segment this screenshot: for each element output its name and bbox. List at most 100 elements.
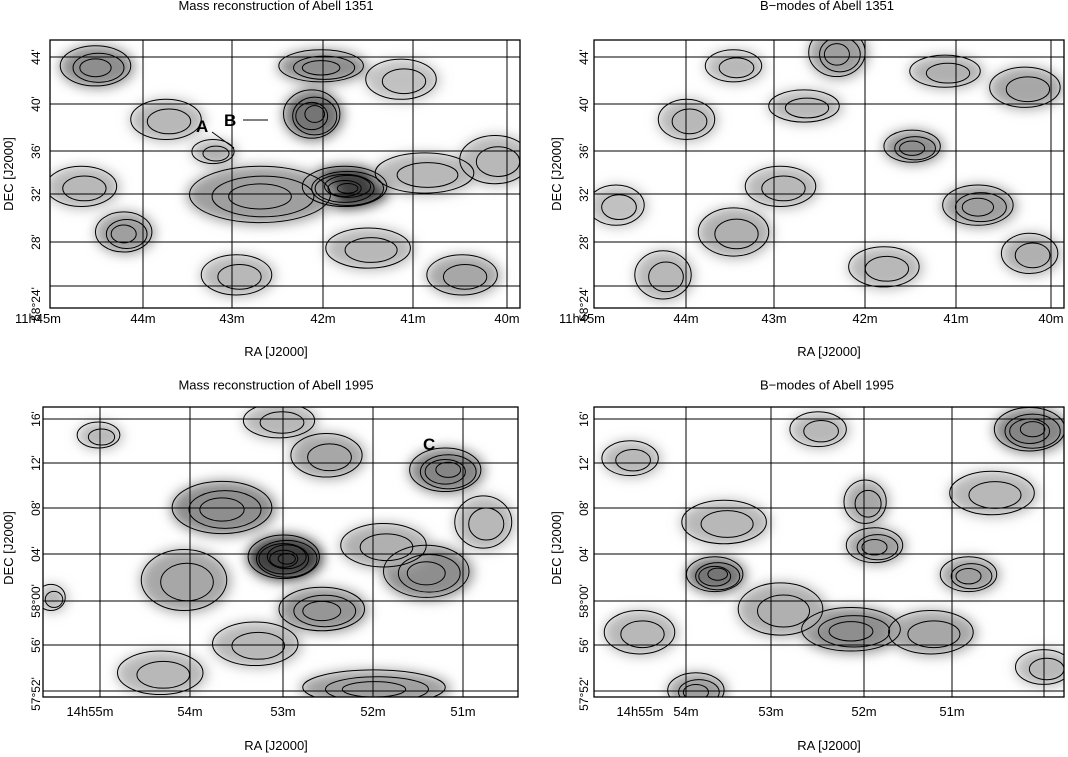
contour-line: [424, 459, 466, 485]
density-peak: [277, 586, 369, 634]
x-tick-label: 11h45m: [15, 311, 61, 326]
y-tick-label: 36': [29, 143, 43, 159]
contour-line: [43, 583, 66, 611]
contour-line: [955, 567, 982, 585]
contour-line: [426, 254, 498, 296]
y-axis-label: DEC [J2000]: [1, 137, 16, 211]
contour-line: [302, 669, 446, 697]
contour-line: [1000, 232, 1059, 274]
contour-line: [211, 175, 315, 218]
contour-line: [1004, 413, 1061, 449]
contour-line: [698, 565, 732, 587]
contour-line: [344, 237, 398, 263]
density-peak: [808, 40, 869, 80]
contour-line: [117, 650, 204, 696]
density-peak: [844, 479, 890, 526]
contour-line: [442, 263, 488, 290]
contour-line: [324, 174, 372, 198]
density-peak: [364, 58, 441, 102]
contour-line: [634, 250, 692, 300]
marker-a-label: A: [196, 117, 208, 136]
density-peak: [339, 523, 431, 570]
contour-line: [59, 45, 132, 87]
contour-line: [304, 105, 326, 123]
contour-line: [681, 499, 767, 545]
y-axis-label: DEC [J2000]: [549, 137, 564, 211]
density-peak: [290, 433, 366, 480]
contour-line: [671, 108, 708, 135]
contour-line: [819, 40, 861, 73]
contour-line: [336, 183, 359, 194]
y-tick-label: 56': [29, 637, 43, 653]
y-tick-label: 44': [577, 49, 591, 65]
density-peak: [948, 470, 1039, 518]
contour-line: [79, 58, 112, 78]
y-tick-label: 57°52': [29, 677, 43, 711]
contour-line: [359, 533, 414, 562]
contour-line: [682, 683, 709, 697]
contour-line: [942, 184, 1014, 226]
contour-line: [459, 134, 520, 185]
contour-line: [292, 96, 338, 136]
density-peak: [373, 152, 479, 196]
contour-line: [697, 207, 770, 257]
x-tick-label: 51m: [450, 704, 475, 719]
marker-b-label: B: [224, 111, 236, 130]
density-peak: [680, 499, 771, 547]
contour-line: [365, 58, 437, 100]
x-tick-label: 40m: [1038, 311, 1063, 326]
contour-line: [667, 672, 725, 697]
contour-line: [278, 586, 365, 632]
contour-line: [861, 538, 888, 556]
contour-line: [311, 170, 384, 206]
contour-line: [843, 479, 887, 524]
x-tick-label: 44m: [673, 311, 698, 326]
density-peak: [43, 584, 68, 613]
contour-line: [803, 419, 839, 443]
panel-title: B−modes of Abell 1351: [760, 0, 894, 13]
y-tick-label: 28': [577, 234, 591, 250]
x-tick-label: 52m: [360, 704, 385, 719]
contour-line: [1014, 242, 1051, 269]
density-peak: [59, 45, 135, 89]
contour-line: [950, 563, 993, 590]
y-tick-label: 58°24': [29, 287, 43, 321]
x-axis-label: RA [J2000]: [797, 738, 861, 753]
contour-line: [258, 543, 310, 575]
contour-line: [603, 609, 676, 655]
contour-line: [678, 679, 720, 697]
contour-line: [784, 97, 830, 119]
y-tick-label: 04': [577, 546, 591, 562]
x-tick-label: 53m: [758, 704, 783, 719]
density-peak: [454, 495, 516, 551]
y-tick-label: 44': [29, 49, 43, 65]
contour-line: [191, 139, 235, 165]
x-tick-label: 14h55m: [67, 704, 114, 719]
contour-line: [293, 55, 356, 80]
y-tick-label: 58°24': [577, 287, 591, 321]
contour-line: [695, 562, 741, 591]
x-axis-label: RA [J2000]: [797, 344, 861, 359]
contour-line: [76, 421, 121, 449]
contour-line: [894, 136, 936, 161]
map-area: [593, 39, 1065, 309]
contour-line: [256, 539, 318, 578]
contour-line: [72, 52, 125, 83]
contour-line: [105, 218, 148, 249]
density-peak: [601, 440, 662, 478]
density-peak: [939, 556, 1001, 594]
density-peak: [704, 49, 766, 84]
contour-line: [601, 194, 637, 221]
density-peak: [941, 184, 1017, 228]
x-tick-label: 11h45m: [559, 311, 605, 326]
contour-line: [714, 218, 759, 250]
contour-line: [293, 594, 357, 628]
contour-line: [454, 495, 513, 549]
contour-line: [761, 175, 806, 202]
panel-title: B−modes of Abell 1995: [760, 378, 894, 393]
contour-line: [909, 54, 981, 88]
density-peak: [988, 66, 1064, 110]
contour-line: [327, 179, 362, 197]
contour-line: [406, 561, 446, 586]
contour-line: [949, 470, 1035, 516]
